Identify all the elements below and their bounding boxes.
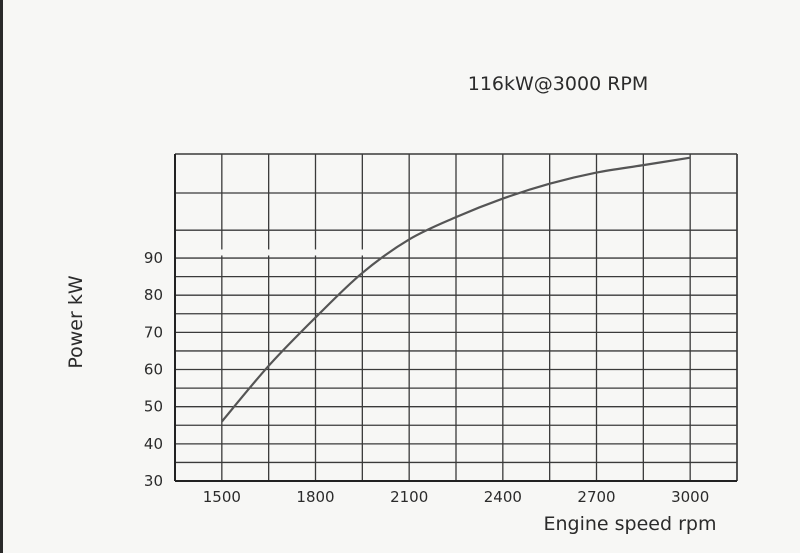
x-tick-label: 1500 — [203, 488, 241, 506]
page-left-edge — [0, 0, 3, 553]
x-tick-label: 2400 — [484, 488, 522, 506]
grid — [175, 153, 738, 481]
x-tick-label: 2700 — [577, 488, 615, 506]
y-tick-label: 50 — [144, 398, 163, 416]
power-curve-line — [220, 156, 691, 423]
x-tick-labels: 1500 1800 2100 2400 2700 3000 — [203, 488, 710, 506]
x-tick-label: 1800 — [296, 488, 334, 506]
grid-gap-strip — [177, 249, 367, 256]
y-tick-label: 80 — [144, 286, 163, 304]
y-tick-label: 30 — [144, 472, 163, 490]
chart-annotation: 116kW@3000 RPM — [468, 73, 649, 95]
y-tick-labels: 30 40 50 60 70 80 90 — [144, 249, 163, 490]
x-tick-label: 3000 — [671, 488, 709, 506]
y-tick-label: 70 — [144, 323, 163, 341]
y-tick-label: 40 — [144, 435, 163, 453]
series — [220, 156, 691, 423]
x-axis-label: Engine speed rpm — [544, 513, 717, 535]
y-axis-label: Power kW — [65, 275, 87, 368]
axes — [174, 154, 737, 482]
x-tick-label: 2100 — [390, 488, 428, 506]
y-tick-label: 90 — [144, 249, 163, 267]
y-tick-label: 60 — [144, 361, 163, 379]
